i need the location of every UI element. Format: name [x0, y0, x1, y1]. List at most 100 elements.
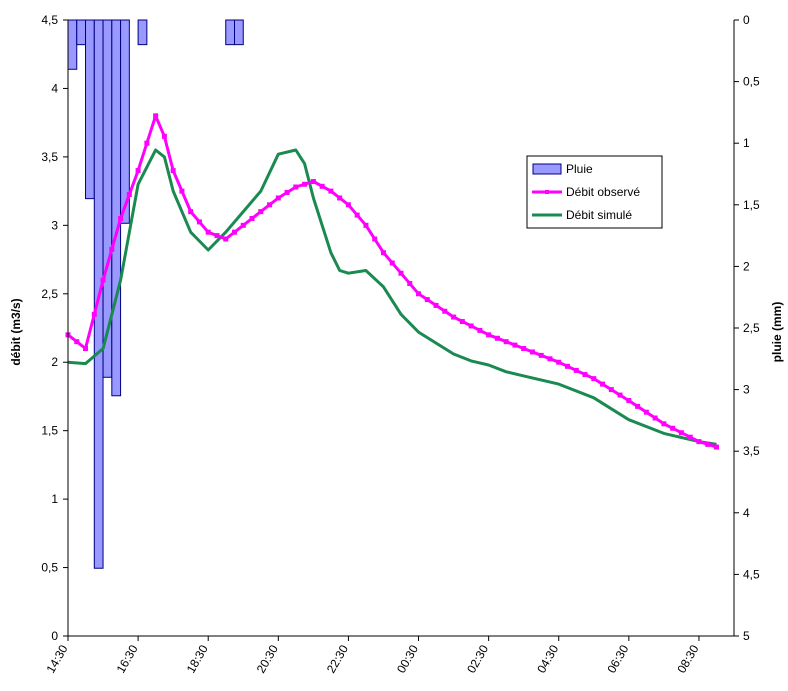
- right-axis-title: pluie (mm): [770, 302, 784, 363]
- observe-point: [398, 270, 404, 276]
- observe-point: [503, 339, 509, 345]
- observe-point: [302, 181, 308, 187]
- x-tick-label: 08:30: [674, 642, 701, 675]
- observe-point: [328, 188, 334, 194]
- observe-point: [196, 219, 202, 225]
- observe-point: [232, 229, 237, 235]
- observe-point: [547, 356, 553, 362]
- observe-point: [372, 236, 378, 242]
- legend-observe-label: Débit observé: [566, 185, 640, 199]
- left-tick-label: 2: [51, 355, 58, 369]
- pluie-bar: [120, 19, 130, 224]
- observe-point: [249, 215, 255, 221]
- observe-point: [310, 179, 316, 185]
- observe-point: [635, 403, 641, 409]
- pluie-bar: [76, 19, 87, 46]
- left-tick-label: 1,5: [41, 424, 58, 438]
- observe-point: [284, 189, 290, 195]
- x-tick-label: 02:30: [464, 642, 491, 675]
- observe-point: [626, 398, 632, 404]
- right-tick-label: 2: [743, 259, 750, 273]
- observe-point: [135, 168, 141, 174]
- observe-point: [486, 332, 492, 338]
- observe-point: [161, 133, 167, 139]
- observe-point: [188, 209, 194, 215]
- observe-point: [319, 183, 325, 189]
- pluie-bar: [225, 19, 236, 46]
- x-tick-label: 06:30: [604, 642, 631, 675]
- observe-point: [468, 323, 474, 329]
- observe-point: [205, 229, 211, 235]
- observe-point: [433, 302, 439, 308]
- right-tick-label: 2,5: [743, 321, 760, 335]
- observe-point: [275, 195, 281, 201]
- observe-point: [477, 327, 483, 333]
- observe-point: [643, 409, 649, 415]
- observe-point: [345, 202, 351, 208]
- x-tick-label: 14:30: [43, 642, 70, 675]
- observe-point: [74, 339, 80, 345]
- right-tick-label: 0,5: [743, 75, 760, 89]
- observe-point: [670, 425, 676, 431]
- observe-point: [713, 444, 719, 450]
- legend-pluie-swatch: [532, 163, 562, 175]
- observe-point: [389, 260, 395, 266]
- observe-point: [687, 434, 693, 440]
- pluie-bars: [67, 19, 244, 569]
- observe-point: [109, 246, 115, 252]
- observe-point: [556, 359, 562, 365]
- left-tick-label: 3: [51, 218, 58, 232]
- observe-point: [179, 188, 185, 194]
- observe-point: [100, 277, 106, 283]
- x-tick-label: 16:30: [114, 642, 141, 675]
- observe-point: [118, 215, 124, 221]
- observe-point: [354, 212, 360, 218]
- right-tick-label: 4,5: [743, 567, 760, 581]
- right-tick-label: 3: [743, 383, 750, 397]
- observe-point: [380, 250, 386, 256]
- observe-point: [521, 346, 527, 352]
- observe-point: [608, 387, 614, 393]
- debit-simule-line: [67, 148, 717, 446]
- legend-pluie-label: Pluie: [566, 162, 593, 176]
- observe-point: [223, 236, 229, 242]
- observe-point: [170, 168, 176, 174]
- series-lines: [65, 113, 719, 450]
- right-tick-label: 0: [743, 13, 750, 27]
- observe-point: [494, 335, 500, 341]
- observe-point: [661, 421, 667, 427]
- observe-point: [293, 184, 299, 190]
- left-tick-label: 1: [51, 492, 58, 506]
- left-tick-label: 4: [51, 81, 58, 95]
- left-axis-title: débit (m3/s): [9, 298, 23, 365]
- observe-point: [538, 352, 544, 358]
- observe-point: [363, 222, 369, 228]
- pluie-bar: [111, 19, 122, 397]
- right-tick-label: 4: [743, 506, 750, 520]
- observe-point: [442, 308, 448, 314]
- observe-point: [153, 113, 159, 119]
- pluie-bar: [137, 19, 148, 46]
- right-tick-label: 5: [743, 629, 750, 643]
- observe-point: [407, 281, 413, 287]
- observe-point: [696, 439, 702, 445]
- observe-point: [451, 314, 457, 320]
- observe-point: [652, 415, 658, 421]
- observe-point: [416, 291, 422, 297]
- observe-point: [582, 372, 588, 378]
- x-tick-label: 18:30: [184, 642, 211, 675]
- left-tick-label: 4,5: [41, 13, 58, 27]
- right-tick-label: 1: [743, 136, 750, 150]
- observe-point: [126, 192, 132, 198]
- legend-observe-marker: [545, 190, 549, 194]
- x-tick-label: 22:30: [324, 642, 351, 675]
- observe-point: [337, 195, 343, 201]
- axes: [67, 20, 735, 637]
- observe-point: [617, 392, 623, 398]
- x-tick-label: 20:30: [254, 642, 281, 675]
- observe-point: [258, 209, 264, 215]
- observe-point: [705, 441, 711, 447]
- observe-point: [91, 311, 97, 317]
